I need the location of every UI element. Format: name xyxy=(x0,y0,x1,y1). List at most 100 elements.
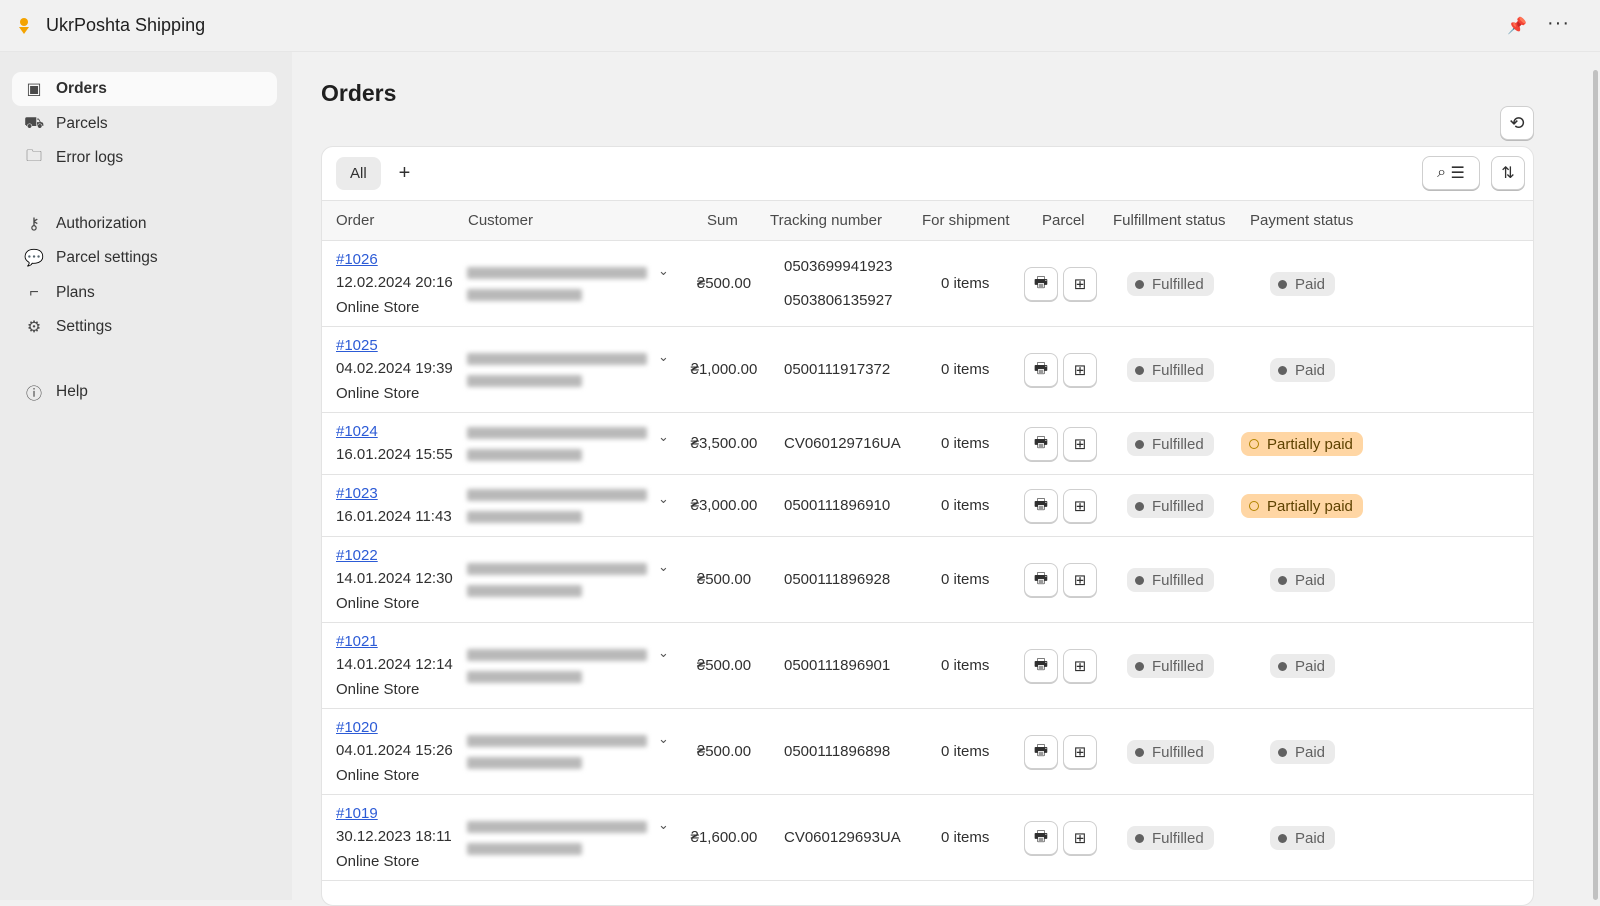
order-link[interactable]: #1024 xyxy=(336,423,378,440)
print-button[interactable]: 🖶 xyxy=(1024,649,1058,683)
col-order[interactable]: Order xyxy=(336,212,375,229)
for-shipment-count: 0 items xyxy=(941,275,990,292)
order-link[interactable]: #1023 xyxy=(336,485,378,502)
folder-icon: 🗀 xyxy=(25,147,42,165)
sidebar-item-help[interactable]: ⓘ Help xyxy=(12,375,277,409)
create-parcel-button[interactable]: ⊞ xyxy=(1063,427,1097,461)
note-add-icon: ⊞ xyxy=(1073,744,1087,761)
chevron-down-icon[interactable]: ⌄ xyxy=(658,559,669,574)
for-shipment-count: 0 items xyxy=(941,829,990,846)
sidebar-item-plans[interactable]: ⌐ Plans xyxy=(12,276,277,310)
order-link[interactable]: #1025 xyxy=(336,337,378,354)
sidebar-item-label: Settings xyxy=(56,318,113,335)
chevron-down-icon[interactable]: ⌄ xyxy=(658,263,669,278)
tracking-number: CV060129716UA xyxy=(784,435,901,452)
col-for-shipment[interactable]: For shipment xyxy=(922,212,1010,229)
printer-icon: 🖶 xyxy=(1033,273,1049,291)
table-row[interactable]: #1022 14.01.2024 12:30 Online Store ⌄ ₴50… xyxy=(322,537,1533,623)
sidebar-item-authorization[interactable]: ⚷ Authorization xyxy=(12,207,277,241)
badge-label: Paid xyxy=(1295,743,1326,761)
sidebar-item-parcels[interactable]: ⛟ Parcels xyxy=(12,107,277,141)
create-parcel-button[interactable]: ⊞ xyxy=(1063,563,1097,597)
gear-icon: ⚙ xyxy=(26,319,42,336)
print-button[interactable]: 🖶 xyxy=(1024,821,1058,855)
sort-button[interactable]: ⇅ xyxy=(1491,156,1525,190)
order-date: 04.01.2024 15:26 xyxy=(336,742,453,759)
printer-icon: 🖶 xyxy=(1033,655,1049,673)
tab-bar: All + ⌕ ☰ ⇅ xyxy=(322,147,1533,201)
fulfillment-status-badge: Fulfilled xyxy=(1127,432,1214,456)
order-source: Online Store xyxy=(336,299,420,316)
more-options-icon[interactable]: ··· xyxy=(1547,12,1570,34)
chevron-down-icon[interactable]: ⌄ xyxy=(658,731,669,746)
chevron-down-icon[interactable]: ⌄ xyxy=(658,429,669,444)
chevron-down-icon[interactable]: ⌄ xyxy=(658,645,669,660)
fulfillment-status-badge: Fulfilled xyxy=(1127,494,1214,518)
chevron-down-icon[interactable]: ⌄ xyxy=(658,817,669,832)
print-button[interactable]: 🖶 xyxy=(1024,563,1058,597)
table-row[interactable]: #1019 30.12.2023 18:11 Online Store ⌄ ₴1,… xyxy=(322,795,1533,881)
note-add-icon: ⊞ xyxy=(1073,658,1087,675)
col-parcel[interactable]: Parcel xyxy=(1042,212,1085,229)
chevron-down-icon[interactable]: ⌄ xyxy=(658,349,669,364)
add-view-button[interactable]: + xyxy=(398,162,411,184)
order-source: Online Store xyxy=(336,385,420,402)
badge-label: Fulfilled xyxy=(1152,497,1204,515)
chat-sparkle-icon: 💬 xyxy=(24,250,44,267)
sidebar-item-settings[interactable]: ⚙ Settings xyxy=(12,310,277,344)
pin-icon[interactable]: 📌 xyxy=(1507,18,1527,35)
tracking-number: CV060129693UA xyxy=(784,829,901,846)
fulfillment-status-badge: Fulfilled xyxy=(1127,826,1214,850)
table-header: Order Customer Sum Tracking number For s… xyxy=(322,201,1533,241)
create-parcel-button[interactable]: ⊞ xyxy=(1063,353,1097,387)
col-fulfillment[interactable]: Fulfillment status xyxy=(1113,212,1226,229)
sidebar-item-parcel-settings[interactable]: 💬 Parcel settings xyxy=(12,241,277,275)
app-header: UkrPoshta Shipping 📌 ··· xyxy=(0,0,1600,52)
create-parcel-button[interactable]: ⊞ xyxy=(1063,821,1097,855)
sync-button[interactable]: ⟲ xyxy=(1500,106,1534,140)
order-link[interactable]: #1026 xyxy=(336,251,378,268)
sidebar-item-label: Parcel settings xyxy=(56,249,158,266)
print-button[interactable]: 🖶 xyxy=(1024,427,1058,461)
note-add-icon: ⊞ xyxy=(1073,498,1087,515)
main-content: Orders ⟲ All + ⌕ ☰ ⇅ Order Customer Sum … xyxy=(292,52,1600,906)
order-link[interactable]: #1022 xyxy=(336,547,378,564)
table-row[interactable]: #1026 12.02.2024 20:16 Online Store ⌄ ₴50… xyxy=(322,241,1533,327)
table-row[interactable]: #1021 14.01.2024 12:14 Online Store ⌄ ₴50… xyxy=(322,623,1533,709)
col-payment[interactable]: Payment status xyxy=(1250,212,1354,229)
scrollbar[interactable] xyxy=(1593,70,1598,900)
order-link[interactable]: #1019 xyxy=(336,805,378,822)
col-tracking[interactable]: Tracking number xyxy=(770,212,882,229)
sidebar-item-orders[interactable]: ▣ Orders xyxy=(12,72,277,106)
order-sum: ₴500.00 xyxy=(696,657,752,674)
col-customer[interactable]: Customer xyxy=(468,212,534,229)
create-parcel-button[interactable]: ⊞ xyxy=(1063,649,1097,683)
fulfillment-status-badge: Fulfilled xyxy=(1127,568,1214,592)
create-parcel-button[interactable]: ⊞ xyxy=(1063,267,1097,301)
table-row[interactable]: #1023 16.01.2024 11:43 ⌄ ₴3,000.00 050011… xyxy=(322,475,1533,537)
tracking-number: 0503699941923 xyxy=(784,258,893,275)
chevron-down-icon[interactable]: ⌄ xyxy=(658,491,669,506)
tracking-number: 0500111896901 xyxy=(784,657,891,674)
table-row[interactable]: #1020 04.01.2024 15:26 Online Store ⌄ ₴50… xyxy=(322,709,1533,795)
order-date: 12.02.2024 20:16 xyxy=(336,274,453,291)
table-row[interactable]: #1024 16.01.2024 15:55 ⌄ ₴3,500.00 CV0601… xyxy=(322,413,1533,475)
create-parcel-button[interactable]: ⊞ xyxy=(1063,735,1097,769)
badge-label: Fulfilled xyxy=(1152,829,1204,847)
customer-cell-blurred xyxy=(465,475,651,536)
print-button[interactable]: 🖶 xyxy=(1024,353,1058,387)
order-link[interactable]: #1021 xyxy=(336,633,378,650)
sidebar-item-error-logs[interactable]: 🗀 Error logs xyxy=(12,141,277,175)
search-filter-button[interactable]: ⌕ ☰ xyxy=(1422,156,1480,190)
order-date: 16.01.2024 11:43 xyxy=(336,508,452,525)
order-link[interactable]: #1020 xyxy=(336,719,378,736)
col-sum[interactable]: Sum xyxy=(707,212,738,229)
table-row[interactable]: #1025 04.02.2024 19:39 Online Store ⌄ ₴1,… xyxy=(322,327,1533,413)
print-button[interactable]: 🖶 xyxy=(1024,489,1058,523)
order-sum: ₴500.00 xyxy=(696,571,752,588)
badge-label: Paid xyxy=(1295,829,1326,847)
print-button[interactable]: 🖶 xyxy=(1024,735,1058,769)
tab-all[interactable]: All xyxy=(336,157,381,190)
create-parcel-button[interactable]: ⊞ xyxy=(1063,489,1097,523)
print-button[interactable]: 🖶 xyxy=(1024,267,1058,301)
